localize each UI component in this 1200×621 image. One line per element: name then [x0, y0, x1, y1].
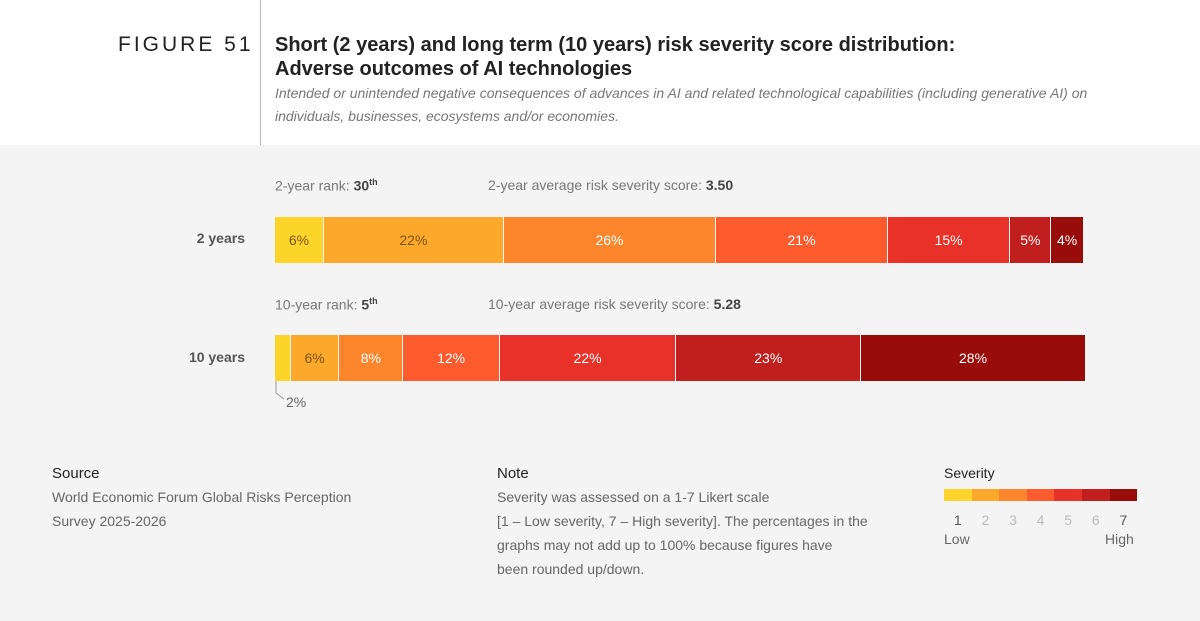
legend-swatch: [1026, 489, 1055, 501]
bar-segment: 22%: [499, 335, 677, 381]
row-label-10yr: 10 years: [188, 349, 245, 365]
row-label-2yr: 2 years: [196, 230, 245, 246]
legend-tick: 2: [981, 512, 990, 528]
bar-segment: 12%: [403, 335, 500, 381]
note-text: Severity was assessed on a 1-7 Likert sc…: [497, 489, 868, 577]
source-text: World Economic Forum Global Risks Percep…: [52, 489, 352, 529]
legend-title: Severity: [944, 465, 995, 481]
avg-10yr: 10-year average risk severity score: 5.2…: [488, 296, 741, 312]
legend-high: High: [1105, 531, 1134, 547]
bar-segment: 6%: [291, 335, 340, 381]
avg-2yr: 2-year average risk severity score: 3.50: [488, 177, 734, 193]
divider: [260, 0, 261, 145]
legend-ticks: 1 2 3 4 5 6 7: [944, 512, 1137, 528]
legend-swatch: [1109, 489, 1138, 501]
bar-segment: [275, 335, 292, 381]
title-line-2: Adverse outcomes of AI technologies: [275, 58, 633, 80]
legend-tick: 4: [1036, 512, 1045, 528]
bar-segment: 26%: [503, 217, 717, 263]
header: [0, 0, 1200, 145]
data-label-small: 2%: [286, 394, 307, 410]
legend-swatch: [971, 489, 1000, 501]
rank-2yr: 2-year rank: 30th: [275, 177, 378, 194]
legend-tick: 5: [1064, 512, 1073, 528]
legend-tick: 3: [1009, 512, 1017, 528]
bar-segment: 5%: [1010, 217, 1052, 263]
legend-scale: [944, 489, 1138, 501]
chart-title: Short (2 years) and long term (10 years)…: [275, 33, 1075, 81]
source-heading: Source: [52, 465, 100, 482]
title-line-1: Short (2 years) and long term (10 years)…: [275, 34, 956, 56]
bar-2yr: 6% 22% 26% 21% 15% 5% 4%: [275, 217, 1084, 263]
callout-leader: [275, 381, 285, 400]
figure-number: FIGURE 51: [118, 33, 254, 56]
legend-tick: 6: [1091, 512, 1100, 528]
bar-segment: 15%: [887, 217, 1011, 263]
legend-swatch: [944, 489, 972, 501]
rank-10yr: 10-year rank: 5th: [275, 296, 378, 313]
bar-segment: 23%: [676, 335, 862, 381]
bar-segment: 6%: [275, 217, 325, 263]
legend-tick: 1: [953, 512, 962, 528]
chart-subtitle: Intended or unintended negative conseque…: [275, 85, 1088, 124]
bar-segment: 28%: [861, 335, 1086, 381]
bar-10yr: 6% 8% 12% 22% 23% 28%: [275, 335, 1086, 381]
note-heading: Note: [497, 465, 529, 482]
legend-low: Low: [944, 531, 970, 547]
bar-segment: 21%: [716, 217, 888, 263]
legend-tick: 7: [1119, 512, 1128, 528]
bar-segment: 4%: [1051, 217, 1084, 263]
legend-swatch: [1054, 489, 1082, 501]
legend-swatch: [1081, 489, 1110, 501]
legend-swatch: [999, 489, 1027, 501]
bar-segment: 8%: [339, 335, 404, 381]
bar-segment: 22%: [324, 217, 504, 263]
